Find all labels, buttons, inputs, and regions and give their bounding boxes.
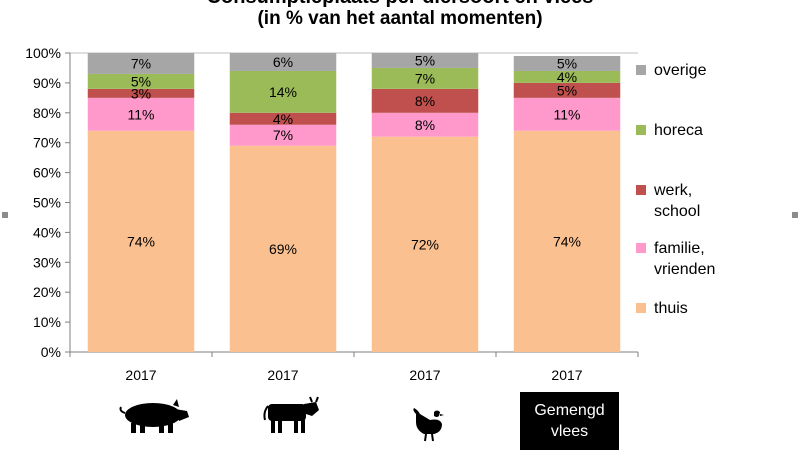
y-tick-label: 0% bbox=[41, 344, 61, 360]
bar-segment-overige bbox=[87, 53, 195, 74]
legend-label: werk, school bbox=[654, 182, 701, 220]
data-label: 11% bbox=[554, 106, 581, 122]
y-tick-label: 60% bbox=[33, 165, 61, 181]
bar-segment-thuis bbox=[513, 130, 621, 352]
legend-swatch bbox=[636, 185, 646, 195]
y-tick-label: 40% bbox=[33, 224, 61, 240]
right-resize-handle[interactable] bbox=[792, 212, 798, 218]
y-tick-label: 50% bbox=[33, 195, 61, 211]
bar-segment-horeca bbox=[87, 73, 195, 89]
data-label: 74% bbox=[127, 233, 155, 249]
data-label: 14% bbox=[269, 84, 297, 100]
data-label: 7% bbox=[273, 127, 293, 143]
y-tick-label: 90% bbox=[33, 75, 61, 91]
legend-label: thuis bbox=[654, 300, 688, 317]
legend-item: overige bbox=[636, 60, 706, 81]
chart-title: Consumptieplaats per diersoort en vlees bbox=[0, 0, 800, 9]
y-tick-label: 80% bbox=[33, 105, 61, 121]
data-label: 69% bbox=[269, 241, 297, 257]
cow-icon bbox=[263, 396, 319, 433]
data-label: 5% bbox=[557, 82, 577, 98]
data-label: 8% bbox=[415, 93, 435, 109]
data-label: 5% bbox=[557, 55, 577, 71]
left-resize-handle[interactable] bbox=[2, 212, 8, 218]
bar-segment-thuis bbox=[87, 130, 195, 352]
mixed-meat-label-line2: vlees bbox=[550, 423, 589, 440]
chart-subtitle: (in % van het aantal momenten) bbox=[257, 8, 543, 29]
legend-label: horeca bbox=[654, 122, 703, 139]
bar-segment-horeca bbox=[513, 70, 621, 83]
chicken-icon bbox=[413, 408, 444, 442]
bar-segment-familie-vrienden bbox=[513, 97, 621, 131]
legend-item: thuis bbox=[636, 298, 688, 319]
bar-segment-thuis bbox=[371, 136, 479, 352]
data-label: 74% bbox=[553, 233, 581, 249]
data-label: 5% bbox=[131, 73, 151, 89]
legend-swatch bbox=[636, 65, 646, 75]
x-tick-label: 2017 bbox=[267, 367, 298, 383]
y-tick-label: 100% bbox=[25, 45, 61, 61]
y-tick-label: 20% bbox=[33, 284, 61, 300]
legend-label: familie, vrienden bbox=[654, 240, 716, 278]
legend-item: horeca bbox=[636, 120, 703, 141]
pig-icon bbox=[119, 399, 189, 433]
data-label: 3% bbox=[131, 85, 151, 101]
data-label: 4% bbox=[273, 111, 293, 127]
legend-swatch bbox=[636, 303, 646, 313]
bar-segment-werk-school bbox=[513, 82, 621, 98]
data-label: 4% bbox=[557, 69, 577, 85]
x-tick-label: 2017 bbox=[551, 367, 582, 383]
legend-swatch bbox=[636, 243, 646, 253]
bar-segment-familie-vrienden bbox=[229, 124, 337, 146]
data-label: 7% bbox=[415, 70, 435, 86]
mixed-meat-label: Gemengd vlees bbox=[520, 392, 619, 450]
y-tick-label: 30% bbox=[33, 254, 61, 270]
data-label: 5% bbox=[415, 52, 435, 68]
legend-item: werk, school bbox=[636, 180, 700, 222]
bar-segment-werk-school bbox=[371, 88, 479, 113]
x-tick-label: 2017 bbox=[125, 367, 156, 383]
bar-segment-overige bbox=[513, 55, 621, 71]
y-tick-label: 10% bbox=[33, 314, 61, 330]
legend-swatch bbox=[636, 125, 646, 135]
data-label: 72% bbox=[411, 236, 439, 252]
legend-label: overige bbox=[654, 62, 707, 79]
bar-segment-familie-vrienden bbox=[87, 97, 195, 131]
x-tick-label: 2017 bbox=[409, 367, 440, 383]
bar-segment-werk-school bbox=[87, 88, 195, 98]
bar-segment-horeca bbox=[371, 67, 479, 89]
bar-segment-horeca bbox=[229, 70, 337, 113]
data-label: 6% bbox=[273, 54, 293, 70]
bar-segment-familie-vrienden bbox=[371, 112, 479, 137]
data-label: 8% bbox=[415, 117, 435, 133]
bar-segment-werk-school bbox=[229, 112, 337, 125]
data-label: 7% bbox=[131, 55, 151, 71]
y-tick-label: 70% bbox=[33, 135, 61, 151]
bar-segment-thuis bbox=[229, 145, 337, 352]
legend-item: familie, vrienden bbox=[636, 238, 715, 280]
data-label: 11% bbox=[128, 106, 155, 122]
bar-segment-overige bbox=[229, 53, 337, 71]
mixed-meat-label-line1: Gemengd bbox=[534, 402, 605, 419]
bar-segment-overige bbox=[371, 53, 479, 68]
